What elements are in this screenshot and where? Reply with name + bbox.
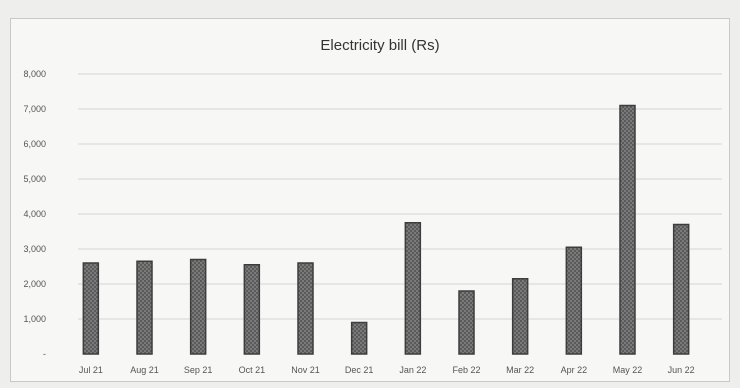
x-tick-label: Jun 22 bbox=[668, 365, 695, 375]
bar-oct-21 bbox=[243, 264, 261, 355]
bar-apr-22 bbox=[565, 246, 583, 355]
x-tick-label: Sep 21 bbox=[184, 365, 213, 375]
y-tick-label: 4,000 bbox=[23, 209, 46, 219]
bar-may-22 bbox=[619, 104, 636, 355]
y-tick-label: 6,000 bbox=[23, 139, 46, 149]
bar-jan-22 bbox=[404, 222, 422, 355]
chart-frame bbox=[10, 18, 730, 382]
y-tick-label: 3,000 bbox=[23, 244, 46, 254]
x-tick-label: Oct 21 bbox=[239, 365, 266, 375]
bar-dec-21 bbox=[350, 321, 368, 355]
x-tick-label: Feb 22 bbox=[452, 365, 480, 375]
x-tick-label: Jul 21 bbox=[79, 365, 103, 375]
bar-nov-21 bbox=[297, 262, 314, 355]
x-tick-label: Nov 21 bbox=[291, 365, 320, 375]
x-tick-label: Mar 22 bbox=[506, 365, 534, 375]
x-tick-label: May 22 bbox=[613, 365, 643, 375]
bar-jul-21 bbox=[82, 262, 100, 355]
bar-jun-22 bbox=[672, 223, 690, 355]
x-tick-label: Jan 22 bbox=[399, 365, 426, 375]
bar-mar-22 bbox=[511, 278, 529, 355]
x-tick-label: Dec 21 bbox=[345, 365, 374, 375]
y-tick-label: 1,000 bbox=[23, 314, 46, 324]
y-tick-label: 7,000 bbox=[23, 104, 46, 114]
bar-aug-21 bbox=[136, 260, 153, 355]
y-tick-label: 8,000 bbox=[23, 69, 46, 79]
bar-feb-22 bbox=[458, 290, 475, 355]
y-tick-label: - bbox=[43, 349, 46, 359]
y-tick-label: 2,000 bbox=[23, 279, 46, 289]
bar-sep-21 bbox=[189, 258, 207, 355]
chart-title: Electricity bill (Rs) bbox=[320, 37, 439, 54]
x-tick-label: Apr 22 bbox=[561, 365, 588, 375]
y-tick-label: 5,000 bbox=[23, 174, 46, 184]
x-tick-label: Aug 21 bbox=[130, 365, 159, 375]
